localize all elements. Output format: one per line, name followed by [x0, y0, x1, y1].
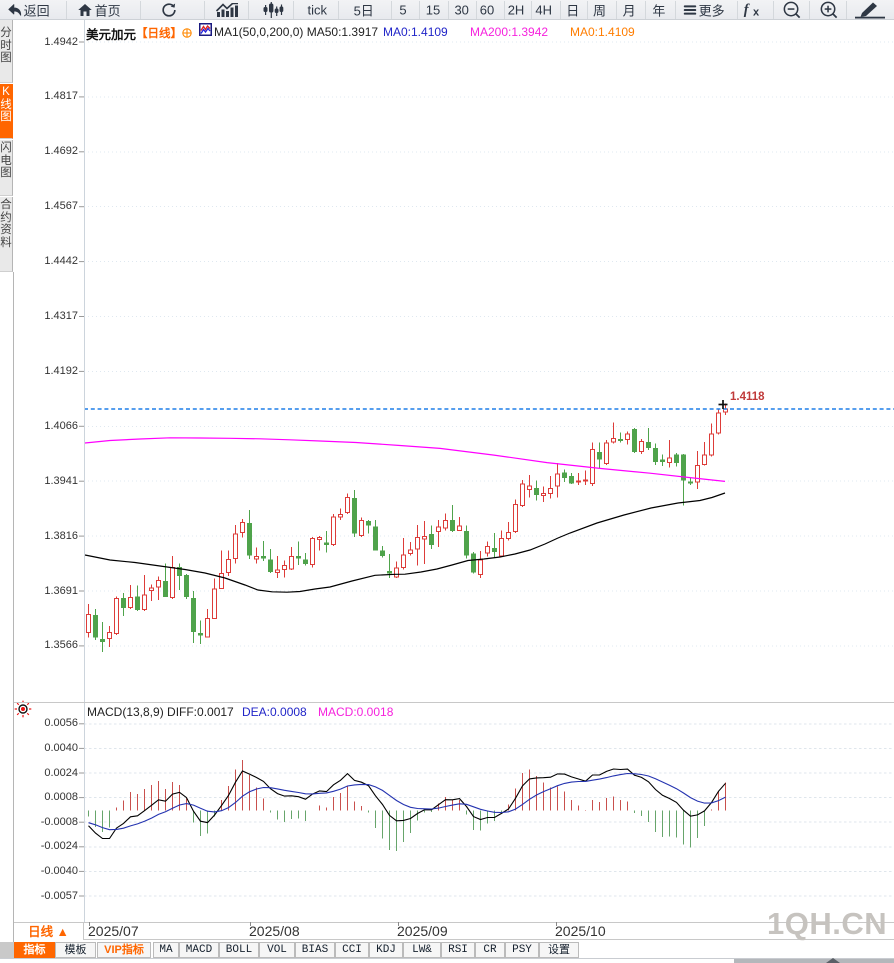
svg-text:x: x: [753, 6, 760, 18]
svg-text:f: f: [743, 2, 749, 18]
